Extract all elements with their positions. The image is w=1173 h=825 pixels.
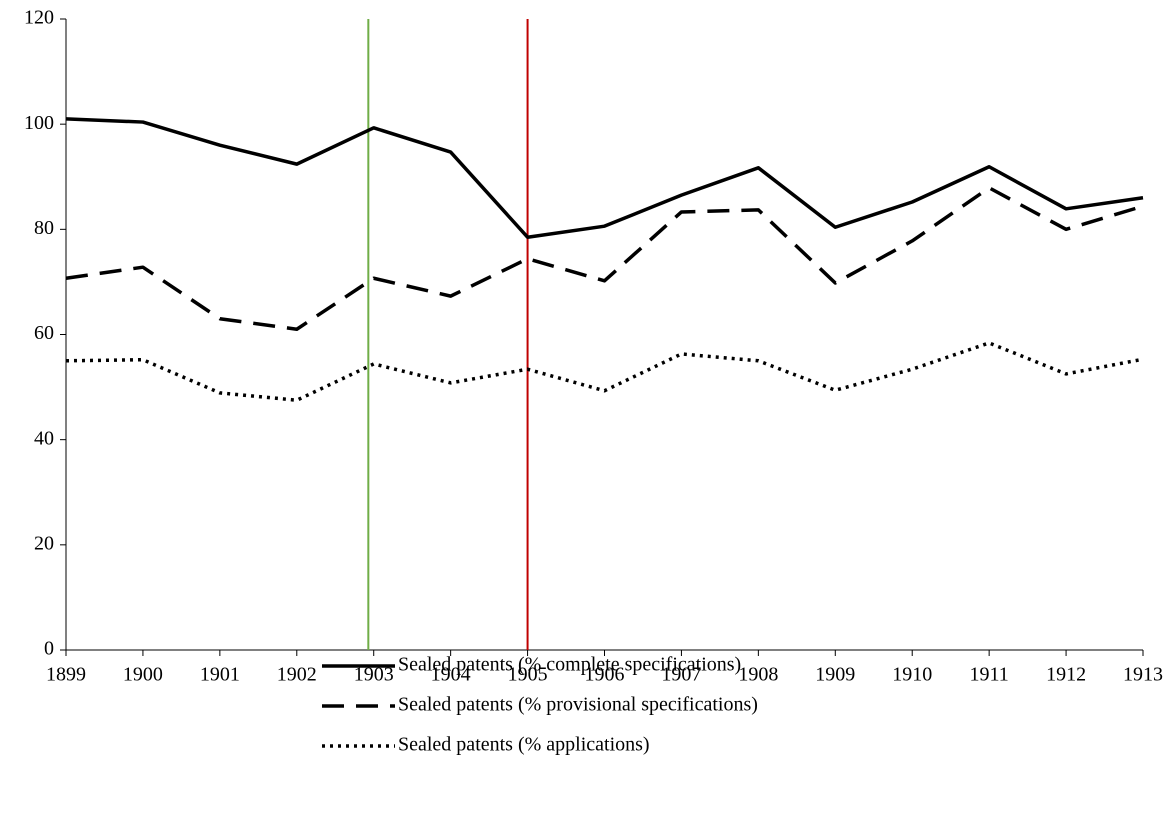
y-tick-label: 80 bbox=[34, 217, 54, 239]
x-tick-label: 1901 bbox=[200, 664, 240, 686]
x-tick-label: 1909 bbox=[815, 664, 855, 686]
x-tick-label: 1905 bbox=[508, 664, 548, 686]
legend-label: Sealed patents (% applications) bbox=[398, 734, 650, 756]
x-tick-label: 1912 bbox=[1046, 664, 1086, 686]
x-tick-label: 1900 bbox=[123, 664, 163, 686]
series-line bbox=[65, 117, 1144, 239]
series-line bbox=[65, 186, 1144, 331]
x-tick-label: 1911 bbox=[970, 664, 1009, 686]
y-tick-label: 40 bbox=[34, 427, 54, 449]
legend-label: Sealed patents (% complete specification… bbox=[398, 654, 741, 676]
x-tick-label: 1906 bbox=[585, 664, 625, 686]
y-tick-label: 0 bbox=[44, 638, 54, 660]
series-line bbox=[65, 341, 1144, 402]
y-tick-label: 100 bbox=[24, 112, 54, 134]
y-tick-label: 20 bbox=[34, 532, 54, 554]
x-tick-label: 1902 bbox=[277, 664, 317, 686]
legend-label: Sealed patents (% provisional specificat… bbox=[398, 694, 758, 716]
x-tick-label: 1899 bbox=[46, 664, 86, 686]
x-tick-label: 1903 bbox=[354, 664, 394, 686]
x-tick-label: 1904 bbox=[431, 664, 471, 686]
x-tick-label: 1910 bbox=[892, 664, 932, 686]
y-tick-label: 120 bbox=[24, 7, 54, 29]
x-tick-label: 1907 bbox=[661, 664, 701, 686]
x-tick-label: 1913 bbox=[1123, 664, 1163, 686]
y-tick-label: 60 bbox=[34, 322, 54, 344]
x-tick-label: 1908 bbox=[738, 664, 778, 686]
